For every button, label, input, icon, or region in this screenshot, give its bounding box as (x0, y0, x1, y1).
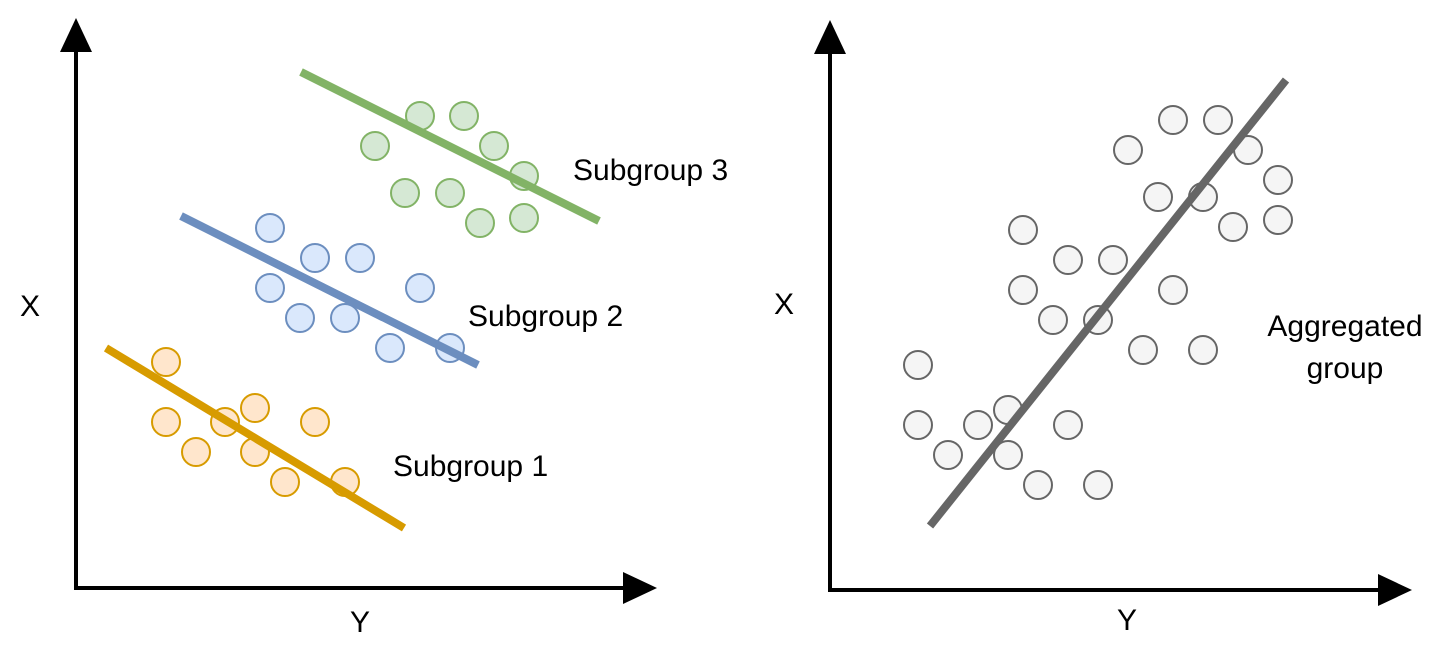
data-point (1263, 165, 1293, 195)
data-point (255, 213, 285, 243)
data-point (1023, 470, 1053, 500)
data-point (963, 410, 993, 440)
aggregated-group-label-line1: Aggregated (1267, 310, 1422, 343)
right-y-axis-arrow (814, 20, 846, 54)
subgroup-3: Subgroup 3 (299, 68, 728, 238)
subgroup-2-points (255, 213, 465, 363)
data-point (479, 131, 509, 161)
data-point (1008, 215, 1038, 245)
data-point (435, 178, 465, 208)
data-point (993, 440, 1023, 470)
right-x-axis-label: Y (1117, 604, 1137, 637)
data-point (1263, 205, 1293, 235)
left-x-axis (74, 572, 657, 604)
right-x-axis (828, 574, 1412, 606)
data-point (151, 407, 181, 437)
subgroup-2-label: Subgroup 2 (468, 300, 623, 333)
subgroup-3-trend-line (299, 68, 601, 225)
data-point (300, 243, 330, 273)
data-point (345, 243, 375, 273)
left-x-axis-label: Y (350, 606, 370, 639)
data-point (1083, 470, 1113, 500)
aggregated-group: Aggregated group (903, 77, 1423, 529)
data-point (1053, 245, 1083, 275)
data-point (1188, 335, 1218, 365)
subgroup-1-trend-line (103, 344, 407, 532)
data-point (1158, 275, 1188, 305)
data-point (330, 303, 360, 333)
right-y-axis-label: X (774, 288, 794, 321)
data-point (1218, 212, 1248, 242)
data-point (1143, 182, 1173, 212)
data-point (270, 467, 300, 497)
subgroup-1: Subgroup 1 (103, 344, 548, 532)
data-point (300, 407, 330, 437)
data-point (1128, 335, 1158, 365)
data-point (375, 333, 405, 363)
data-point (1113, 135, 1143, 165)
right-panel: X Y (774, 20, 1423, 637)
data-point (1008, 275, 1038, 305)
data-point (1038, 305, 1068, 335)
data-point (509, 203, 539, 233)
aggregated-group-points (903, 105, 1293, 500)
aggregated-group-label-line2: group (1307, 352, 1384, 385)
data-point (1203, 105, 1233, 135)
data-point (449, 101, 479, 131)
right-x-axis-arrow (1378, 574, 1412, 606)
left-y-axis-label: X (20, 290, 40, 323)
data-point (240, 393, 270, 423)
data-point (465, 208, 495, 238)
data-point (285, 303, 315, 333)
data-point (933, 440, 963, 470)
left-y-axis-arrow (60, 18, 92, 52)
right-y-axis (814, 20, 846, 590)
data-point (1158, 105, 1188, 135)
data-point (903, 410, 933, 440)
data-point (181, 437, 211, 467)
aggregated-trend-line (926, 77, 1290, 529)
data-point (903, 350, 933, 380)
data-point (1053, 410, 1083, 440)
subgroup-3-label: Subgroup 3 (573, 154, 728, 187)
data-point (151, 347, 181, 377)
left-panel: X Y Subgroup 3 (20, 18, 728, 639)
subgroup-1-points (151, 347, 360, 497)
subgroup-1-label: Subgroup 1 (393, 450, 548, 483)
left-y-axis (60, 18, 92, 588)
data-point (360, 131, 390, 161)
data-point (255, 273, 285, 303)
data-point (1098, 245, 1128, 275)
subgroup-2-trend-line (179, 212, 480, 369)
data-point (405, 273, 435, 303)
subgroup-3-points (360, 101, 539, 238)
data-point (390, 178, 420, 208)
subgroup-2: Subgroup 2 (179, 212, 623, 369)
left-x-axis-arrow (623, 572, 657, 604)
